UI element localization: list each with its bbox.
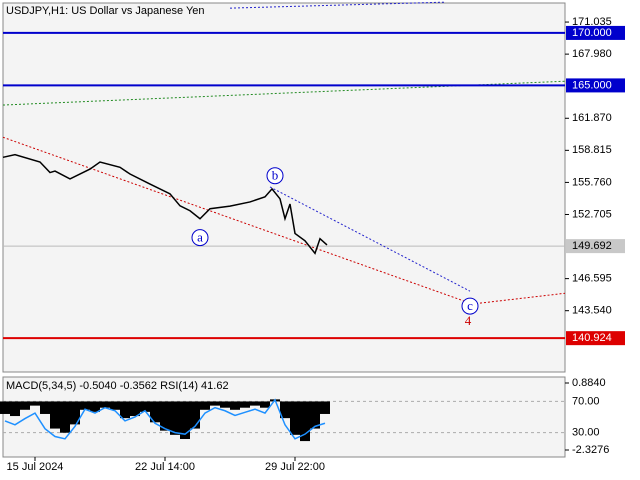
macd-bar bbox=[320, 401, 330, 414]
macd-bar bbox=[290, 401, 300, 435]
macd-bar bbox=[220, 401, 230, 408]
trendline bbox=[2, 136, 471, 304]
y-tick-label: 167.980 bbox=[572, 48, 612, 60]
y2-tick-label: -2.3276 bbox=[572, 444, 609, 456]
macd-bar bbox=[280, 401, 290, 419]
wave-circle bbox=[461, 297, 479, 315]
macd-bar bbox=[190, 401, 200, 429]
macd-bar bbox=[130, 401, 140, 417]
macd-bar bbox=[70, 401, 80, 425]
macd-bar bbox=[150, 401, 160, 423]
macd-bar bbox=[260, 401, 270, 408]
rsi-line bbox=[4, 398, 326, 440]
wave-label: a bbox=[197, 230, 203, 245]
current-price-label: 149.692 bbox=[572, 240, 612, 252]
price-line bbox=[2, 153, 328, 255]
y-tick-label: 155.760 bbox=[572, 176, 612, 188]
y-tick-label: 70.00 bbox=[572, 395, 600, 407]
y-tick-label: 161.870 bbox=[572, 112, 612, 124]
wave-label: 4 bbox=[465, 313, 472, 328]
y-tick-label: 152.705 bbox=[572, 208, 612, 220]
y-tick-label: 143.540 bbox=[572, 305, 612, 317]
macd-bar bbox=[210, 401, 220, 406]
macd-bar bbox=[40, 401, 50, 414]
macd-bar bbox=[60, 401, 70, 433]
wave-circle bbox=[191, 229, 209, 247]
macd-bar bbox=[10, 401, 20, 417]
macd-bar bbox=[300, 401, 310, 442]
macd-bar bbox=[240, 401, 250, 408]
macd-bar bbox=[250, 401, 260, 406]
level-label: 170.000 bbox=[572, 27, 612, 39]
chart-title: USDJPY,H1: US Dollar vs Japanese Yen bbox=[6, 5, 205, 17]
y-tick-label: 146.595 bbox=[572, 273, 612, 285]
macd-bar bbox=[80, 401, 90, 410]
level-box bbox=[566, 331, 625, 346]
level-label: 140.924 bbox=[572, 332, 612, 344]
macd-bar bbox=[140, 401, 150, 412]
x-tick-label: 22 Jul 14:00 bbox=[135, 461, 195, 473]
wave-label: b bbox=[272, 168, 279, 183]
y2-tick-label: 0.8840 bbox=[572, 377, 606, 389]
macd-bar bbox=[160, 401, 170, 431]
macd-bar bbox=[230, 401, 240, 410]
x-tick-label: 29 Jul 22:00 bbox=[265, 461, 325, 473]
level-box bbox=[566, 25, 625, 40]
main-plot bbox=[2, 2, 566, 373]
macd-bar bbox=[170, 401, 180, 435]
macd-bar bbox=[50, 401, 60, 429]
macd-bar bbox=[200, 401, 210, 410]
wave-circle bbox=[266, 167, 284, 185]
y-tick-label: 158.815 bbox=[572, 144, 612, 156]
macd-bar bbox=[180, 401, 190, 439]
indicator-title: MACD(5,34,5) -0.5040 -0.3562 RSI(14) 41.… bbox=[6, 380, 229, 392]
macd-bar bbox=[310, 401, 320, 429]
macd-bar bbox=[0, 401, 10, 414]
macd-bar bbox=[30, 401, 40, 406]
macd-bar bbox=[90, 401, 100, 412]
macd-bar bbox=[120, 401, 130, 419]
macd-bar bbox=[100, 401, 110, 408]
y-tick-label: 30.00 bbox=[572, 427, 600, 439]
trendline bbox=[269, 186, 471, 292]
x-tick-label: 15 Jul 2024 bbox=[7, 461, 64, 473]
level-box bbox=[566, 78, 625, 93]
current-price-box bbox=[566, 239, 625, 254]
macd-bar bbox=[20, 401, 30, 410]
level-label: 165.000 bbox=[572, 79, 612, 91]
macd-bar bbox=[110, 401, 120, 410]
wave-label: c bbox=[467, 298, 473, 313]
y-tick-label: 171.035 bbox=[572, 16, 612, 28]
